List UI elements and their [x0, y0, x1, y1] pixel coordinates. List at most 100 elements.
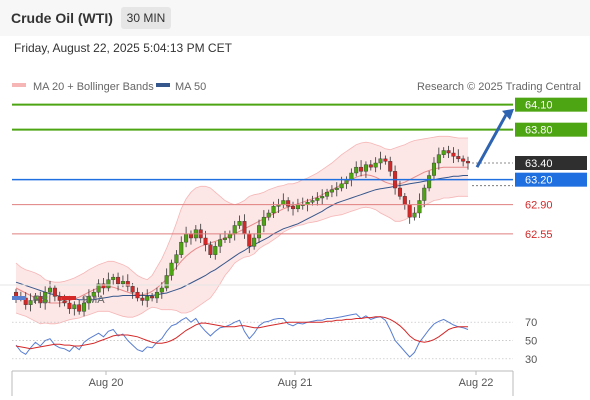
candle-body — [169, 262, 174, 276]
candle-body — [252, 237, 257, 247]
candle-body — [378, 158, 383, 164]
candle-body — [150, 296, 155, 299]
candle-body — [315, 197, 320, 201]
last-price-box — [515, 156, 587, 170]
candle-body — [145, 296, 150, 301]
candle-body — [363, 164, 368, 172]
x-tick-label: Aug 22 — [459, 377, 494, 389]
legend-label-ma20: MA 20 + Bollinger Bands — [33, 81, 154, 93]
candle-body — [291, 206, 296, 210]
candle-body — [271, 206, 276, 214]
candle-body — [203, 237, 208, 245]
candle-body — [368, 164, 373, 168]
candle-body — [354, 166, 359, 174]
candle-body — [359, 166, 364, 172]
candle-body — [325, 191, 330, 197]
candle-body — [412, 212, 417, 218]
candle-body — [388, 161, 393, 172]
resistance-label-box — [515, 97, 587, 112]
candle-body — [188, 233, 193, 239]
candle-body — [436, 154, 441, 164]
candle-body — [184, 233, 189, 243]
pivot-label: 63.20 — [525, 175, 553, 187]
candle-body — [38, 296, 43, 304]
last-price-label: 63.40 — [525, 158, 553, 170]
timestamp: Friday, August 22, 2025 5:04:13 PM CET — [14, 41, 232, 55]
copyright: Research © 2025 Trading Central — [417, 81, 581, 93]
rsi-9ma-line — [15, 316, 468, 350]
candle-body — [227, 233, 232, 239]
candle-body — [451, 152, 456, 157]
bollinger-upper-line — [15, 135, 468, 283]
candle-body — [101, 283, 106, 289]
candle-body — [222, 237, 227, 240]
legend-swatch-rsi — [12, 296, 26, 300]
candle-body — [179, 241, 184, 255]
legend-swatch-ma50 — [156, 83, 170, 87]
candle-body — [286, 200, 291, 207]
legend-label-rsi: RSI — [33, 294, 51, 306]
candle-body — [28, 300, 33, 305]
candle-body — [125, 281, 130, 287]
ma20-line — [15, 166, 468, 304]
candle-body — [130, 286, 135, 293]
candle-body — [339, 183, 344, 189]
candle-body — [266, 212, 271, 218]
instrument-title: Crude Oil (WTI) — [11, 10, 113, 26]
candle-body — [281, 200, 286, 205]
candle-body — [77, 304, 82, 312]
candle-body — [237, 221, 242, 226]
candle-body — [383, 158, 388, 162]
candle-body — [135, 291, 140, 299]
candle-body — [140, 297, 145, 301]
resistance-label: 64.10 — [525, 100, 553, 112]
ma50-line — [15, 175, 468, 301]
candle-body — [96, 283, 101, 293]
candle-body — [43, 291, 48, 304]
candle-body — [446, 150, 451, 154]
candle-body — [242, 221, 247, 235]
candle-body — [33, 296, 38, 301]
support-label: 62.90 — [525, 200, 553, 212]
chart-header: Crude Oil (WTI) 30 MIN — [0, 0, 590, 36]
legend-label-ma50: MA 50 — [175, 81, 206, 93]
candle-body — [295, 204, 300, 210]
candle-body — [174, 254, 179, 264]
candle-body — [373, 162, 378, 168]
timeframe-button[interactable]: 30 MIN — [121, 7, 171, 29]
candle-body — [402, 196, 407, 205]
candle-body — [72, 304, 77, 310]
candle-body — [91, 291, 96, 297]
candle-body — [82, 302, 87, 312]
bollinger-lower-line — [15, 195, 468, 325]
candle-body — [67, 302, 72, 310]
candle-body — [407, 204, 412, 218]
support-label: 62.55 — [525, 229, 553, 241]
candle-body — [320, 196, 325, 199]
forecast-arrow-shaft — [475, 114, 508, 168]
candle-body — [218, 239, 223, 247]
candle-body — [52, 287, 57, 297]
forecast-arrow-head — [502, 108, 514, 120]
resistance-label: 63.80 — [525, 125, 553, 137]
candle-body — [397, 187, 402, 197]
rsi-tick-label: 70 — [525, 317, 537, 329]
candle-body — [208, 244, 213, 255]
candle-body — [213, 246, 218, 255]
x-tick-label: Aug 21 — [278, 377, 313, 389]
resistance-label-box — [515, 122, 587, 137]
candle-body — [427, 175, 432, 189]
candle-body — [334, 187, 339, 190]
candle-body — [106, 279, 111, 289]
rsi-tick-label: 50 — [525, 336, 537, 348]
candle-body — [466, 161, 471, 164]
legend-label-9ma: 9MA — [82, 294, 105, 306]
candle-body — [111, 276, 116, 280]
legend-swatch-bollinger — [12, 83, 26, 87]
candle-body — [116, 276, 121, 285]
candle-body — [232, 225, 237, 235]
candle-body — [349, 172, 354, 180]
pivot-label-box — [515, 172, 587, 187]
candle-body — [441, 150, 446, 155]
